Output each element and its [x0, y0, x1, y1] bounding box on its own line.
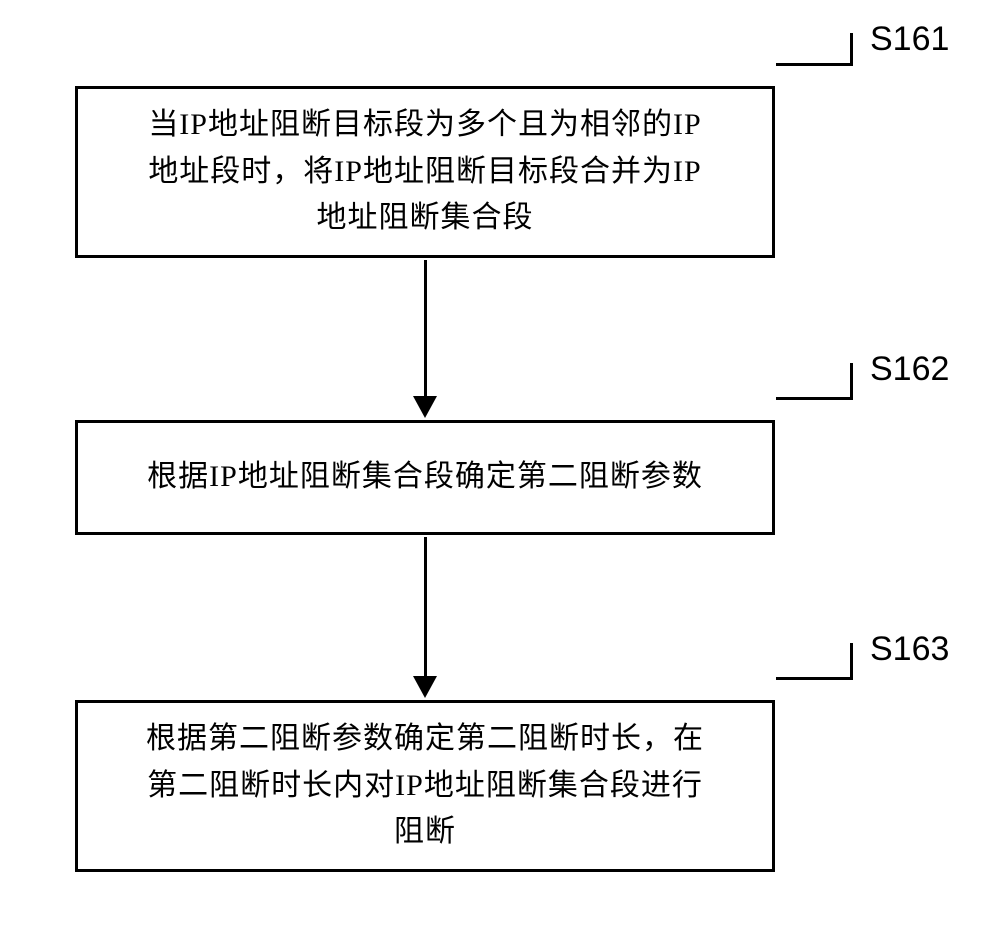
callout-s161-v	[850, 33, 853, 66]
callout-s161-h	[776, 63, 853, 66]
flow-node-s163-text: 根据第二阻断参数确定第二阻断时长，在 第二阻断时长内对IP地址阻断集合段进行 阻…	[146, 716, 704, 856]
callout-s162-h	[776, 397, 853, 400]
step-label-s162: S162	[870, 350, 949, 389]
flow-node-s161: 当IP地址阻断目标段为多个且为相邻的IP 地址段时，将IP地址阻断目标段合并为I…	[75, 86, 775, 258]
edge-s162-s163-shaft	[424, 537, 427, 678]
flowchart-canvas: 当IP地址阻断目标段为多个且为相邻的IP 地址段时，将IP地址阻断目标段合并为I…	[0, 0, 1000, 941]
flow-node-s162-text: 根据IP地址阻断集合段确定第二阻断参数	[147, 454, 703, 501]
edge-s161-s162-shaft	[424, 260, 427, 398]
flow-node-s163: 根据第二阻断参数确定第二阻断时长，在 第二阻断时长内对IP地址阻断集合段进行 阻…	[75, 700, 775, 872]
edge-s161-s162-head	[413, 396, 437, 418]
flow-node-s162: 根据IP地址阻断集合段确定第二阻断参数	[75, 420, 775, 535]
step-label-s161: S161	[870, 20, 949, 59]
callout-s163-v	[850, 643, 853, 680]
callout-s162-v	[850, 363, 853, 400]
callout-s163-h	[776, 677, 853, 680]
edge-s162-s163-head	[413, 676, 437, 698]
step-label-s163: S163	[870, 630, 949, 669]
flow-node-s161-text: 当IP地址阻断目标段为多个且为相邻的IP 地址段时，将IP地址阻断目标段合并为I…	[148, 102, 701, 242]
